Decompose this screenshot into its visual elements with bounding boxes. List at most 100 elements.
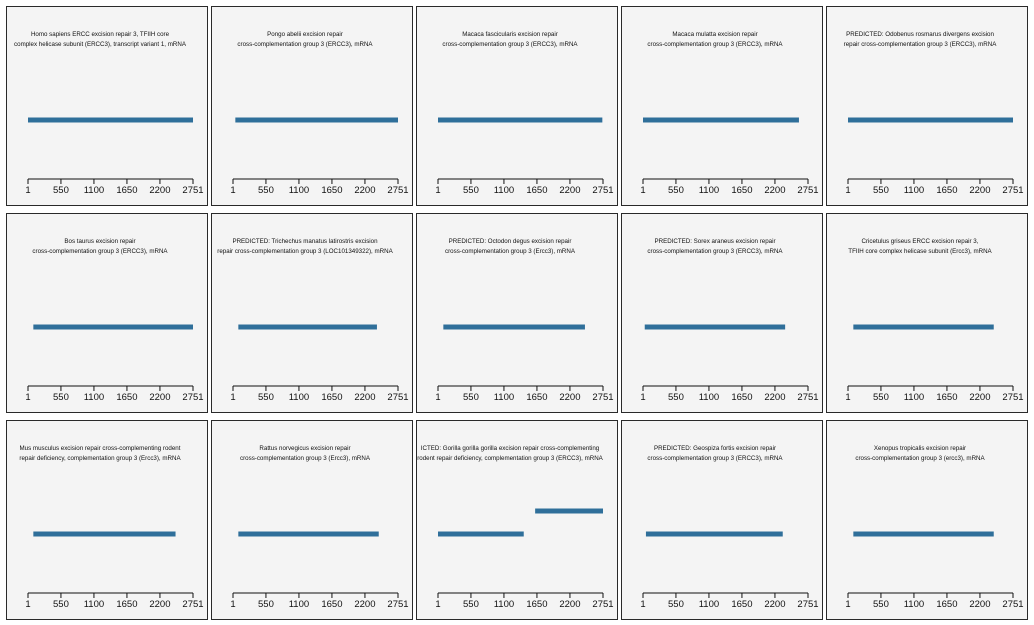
x-tick-label: 550	[463, 392, 479, 403]
panel-title-line: cross-complementation group 3 (ERCC3), m…	[647, 41, 783, 48]
alignment-segment	[644, 324, 786, 330]
x-tick-label: 2751	[1002, 392, 1023, 403]
panel-plot: Macaca mulatta excision repair cross-comp…	[640, 31, 818, 196]
x-tick-label: 1650	[321, 185, 342, 196]
panel-plot: PREDICTED: Geospiza fortis excision repa…	[640, 445, 818, 610]
panel-plot: Mus musculus excision repair cross-compl…	[19, 445, 203, 610]
x-tick-label: 1650	[936, 185, 957, 196]
panel-title-line: Xenopus tropicalis excision repair	[874, 445, 966, 452]
x-tick-label: 1100	[699, 185, 719, 196]
x-tick-label: 2200	[764, 185, 785, 196]
x-tick-label: 1	[230, 392, 235, 403]
x-tick-label: 2751	[592, 185, 613, 196]
x-tick-label: 1650	[526, 392, 547, 403]
alignment-panel: Pongo abelii excision repair cross-comple…	[211, 6, 413, 206]
x-tick-label: 550	[668, 599, 684, 610]
alignment-segment	[33, 531, 176, 537]
alignment-panel: Homo sapiens ERCC excision repair 3, TFI…	[6, 6, 208, 206]
x-tick-label: 1	[640, 599, 645, 610]
x-tick-label: 1100	[699, 392, 719, 403]
x-tick-label: 550	[463, 599, 479, 610]
x-tick-label: 550	[668, 392, 684, 403]
x-tick-label: 2200	[764, 599, 785, 610]
alignment-segment	[535, 508, 603, 514]
x-tick-label: 2751	[797, 599, 818, 610]
panel-title-line: cross-complementation group 3 (Ercc3), m…	[445, 248, 576, 255]
x-tick-label: 550	[873, 392, 889, 403]
x-tick-label: 1100	[904, 185, 924, 196]
panel-plot: Cricetulus griseus ERCC excision repair …	[845, 238, 1023, 403]
x-tick-label: 2751	[182, 185, 203, 196]
x-tick-label: 1650	[936, 392, 957, 403]
x-tick-label: 1100	[289, 599, 309, 610]
panel-title-line: Bos taurus excision repair	[64, 238, 135, 245]
panel-title-line: Pongo abelii excision repair	[267, 31, 343, 38]
x-tick-label: 550	[258, 185, 274, 196]
x-tick-label: 2751	[387, 599, 408, 610]
panel-plot: Xenopus tropicalis excision repair cross-…	[845, 445, 1023, 610]
x-tick-label: 550	[258, 392, 274, 403]
x-tick-label: 550	[873, 185, 889, 196]
alignment-panel: ICTED: Gorilla gorilla gorilla excision …	[416, 420, 618, 620]
x-tick-label: 1100	[904, 392, 924, 403]
panel-title-line: Mus musculus excision repair cross-compl…	[20, 445, 181, 452]
x-tick-label: 1	[845, 392, 850, 403]
x-tick-label: 2751	[182, 599, 203, 610]
x-tick-label: 2200	[149, 185, 170, 196]
x-tick-label: 1100	[84, 185, 104, 196]
x-tick-label: 2200	[969, 599, 990, 610]
x-tick-label: 2751	[1002, 185, 1023, 196]
alignment-segment	[238, 531, 379, 537]
x-tick-label: 550	[258, 599, 274, 610]
alignment-panel: Rattus norvegicus excision repair cross-c…	[211, 420, 413, 620]
x-tick-label: 2751	[182, 392, 203, 403]
x-tick-label: 1650	[321, 599, 342, 610]
x-tick-label: 2200	[969, 185, 990, 196]
x-tick-label: 2200	[149, 392, 170, 403]
alignment-panel: Cricetulus griseus ERCC excision repair …	[826, 213, 1028, 413]
x-tick-label: 1650	[936, 599, 957, 610]
x-tick-label: 1650	[116, 392, 137, 403]
alignment-segment	[238, 324, 377, 330]
x-tick-label: 1	[845, 185, 850, 196]
panel-title-line: PREDICTED: Geospiza fortis excision repa…	[654, 445, 776, 452]
panel-title-line: PREDICTED: Octodon degus excision repair	[449, 238, 572, 245]
alignment-segment	[853, 324, 994, 330]
panel-title-line: repair cross-complementation group 3 (LO…	[217, 248, 393, 255]
alignment-panel: Macaca fascicularis excision repair cross…	[416, 6, 618, 206]
x-tick-label: 550	[463, 185, 479, 196]
alignment-segment	[848, 117, 1013, 123]
alignment-segment	[853, 531, 994, 537]
x-tick-label: 1	[640, 392, 645, 403]
alignment-segment	[438, 531, 524, 537]
panel-title-line: Rattus norvegicus excision repair	[259, 445, 350, 452]
alignment-panel: PREDICTED: Geospiza fortis excision repa…	[621, 420, 823, 620]
x-tick-label: 2200	[149, 599, 170, 610]
alignment-panel: PREDICTED: Odobenus rosmarus divergens e…	[826, 6, 1028, 206]
x-tick-label: 1650	[731, 185, 752, 196]
x-tick-label: 550	[53, 392, 69, 403]
x-tick-label: 1	[230, 185, 235, 196]
panel-title-line: cross-complementation group 3 (Ercc3), m…	[240, 455, 371, 462]
alignment-panel: Bos taurus excision repair cross-compleme…	[6, 213, 208, 413]
alignment-segment	[33, 324, 194, 330]
panel-title-line: PREDICTED: Trichechus manatus latirostri…	[232, 238, 378, 245]
alignment-segment	[645, 531, 783, 537]
alignment-segment	[443, 324, 585, 330]
alignment-segment	[235, 117, 398, 123]
alignment-panel: PREDICTED: Octodon degus excision repair…	[416, 213, 618, 413]
x-tick-label: 1650	[731, 392, 752, 403]
x-tick-label: 2751	[797, 392, 818, 403]
x-tick-label: 2751	[592, 599, 613, 610]
panel-title-line: complex helicase subunit (ERCC3), transc…	[14, 41, 187, 48]
x-tick-label: 2200	[559, 599, 580, 610]
panel-title-line: cross-complementation group 3 (ERCC3), m…	[647, 455, 783, 462]
x-tick-label: 1650	[731, 599, 752, 610]
x-tick-label: 2200	[559, 185, 580, 196]
x-tick-label: 1	[25, 392, 30, 403]
x-tick-label: 1100	[494, 392, 514, 403]
alignment-panel: PREDICTED: Sorex araneus excision repair…	[621, 213, 823, 413]
x-tick-label: 1100	[84, 392, 104, 403]
alignment-panel: Macaca mulatta excision repair cross-comp…	[621, 6, 823, 206]
panel-title-line: cross-complementation group 3 (ERCC3), m…	[442, 41, 578, 48]
